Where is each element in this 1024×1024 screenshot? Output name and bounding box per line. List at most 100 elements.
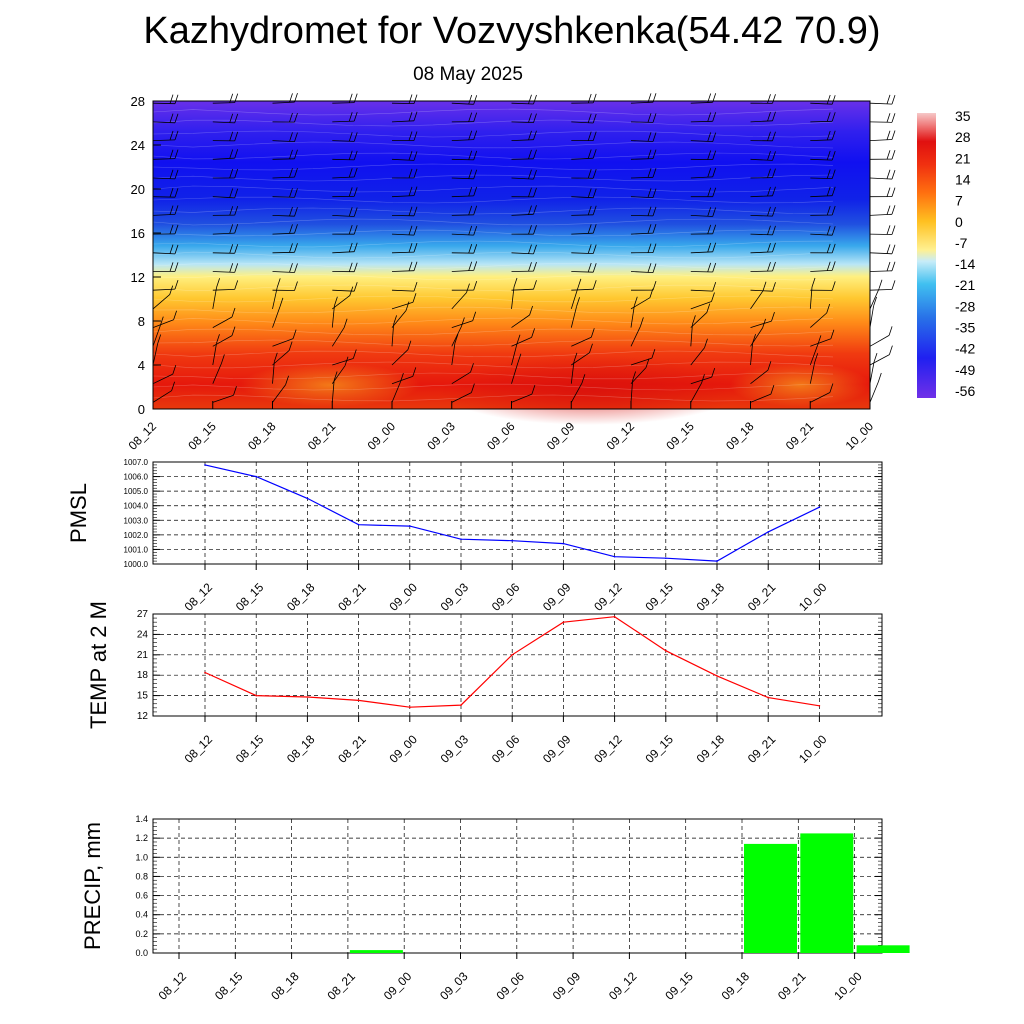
wind-barb-feather <box>470 363 474 373</box>
wind-barb-staff <box>272 232 295 235</box>
wind-barb-feather <box>531 384 536 395</box>
wind-barb-feather <box>528 94 532 104</box>
wind-barb <box>451 130 478 141</box>
wind-barb-feather <box>229 206 234 216</box>
wind-barb <box>391 186 418 198</box>
wind-barb <box>571 280 597 291</box>
wind-barb <box>152 316 164 347</box>
wind-barb-feather <box>229 188 234 198</box>
colorbar-label: -49 <box>955 362 975 378</box>
wind-barb <box>869 149 896 160</box>
x-tick-label: 10_00 <box>843 419 877 453</box>
wind-barb-feather <box>814 353 819 363</box>
wind-barb-feather <box>516 334 521 344</box>
wind-barb-staff <box>272 338 294 347</box>
wind-barb-feather <box>229 263 234 273</box>
wind-barb-feather <box>173 310 177 320</box>
wind-barb-feather <box>353 262 358 272</box>
wind-barb-feather <box>229 149 234 159</box>
wind-barb <box>451 280 478 291</box>
wind-barb <box>869 169 896 180</box>
wind-barb-staff <box>272 271 295 273</box>
wind-barb-feather <box>891 261 896 271</box>
wind-barb <box>571 262 597 273</box>
temp-point <box>562 621 565 623</box>
wind-barb <box>331 356 349 384</box>
wind-barb-staff <box>750 215 773 217</box>
wind-barb-feather <box>886 130 891 140</box>
wind-barb-staff <box>750 251 773 254</box>
wind-barb-staff <box>332 176 355 179</box>
x-tick-label: 09_18 <box>719 969 753 1003</box>
wind-barb <box>570 352 578 384</box>
wind-barb <box>272 112 298 123</box>
wind-barb <box>750 281 767 310</box>
wind-barb <box>630 348 656 366</box>
wind-barb-feather <box>533 261 537 272</box>
wind-barb-feather <box>174 244 179 255</box>
wind-barb-feather <box>886 244 891 254</box>
wind-barb-feather <box>826 186 831 197</box>
wind-barb-staff <box>511 343 518 366</box>
wind-barb-feather <box>413 206 418 216</box>
colorbar-label: -14 <box>955 256 975 272</box>
wind-barb-feather <box>770 384 775 395</box>
wind-barb-feather <box>826 205 831 216</box>
wind-barb <box>570 374 586 403</box>
wind-barb-feather <box>772 282 776 292</box>
wind-barb-feather <box>294 224 298 234</box>
x-tick-label: 09_09 <box>540 580 574 614</box>
wind-barb <box>810 261 836 272</box>
wind-barb-feather <box>348 262 353 272</box>
wind-barb-staff <box>152 373 173 385</box>
wind-barb <box>212 386 237 403</box>
wind-barb-feather <box>707 262 712 273</box>
y-tick-label: 15 <box>137 691 149 702</box>
wind-barb <box>810 281 836 291</box>
wind-barb-feather <box>289 263 293 273</box>
x-tick-label: 09_00 <box>386 580 420 614</box>
wind-barb <box>869 261 896 272</box>
wind-barb-feather <box>348 112 353 122</box>
wind-barb-feather <box>886 113 891 123</box>
wind-barb-feather <box>234 113 239 124</box>
wind-barb-feather <box>174 94 179 104</box>
wind-barb <box>690 303 711 328</box>
wind-barb <box>152 262 179 272</box>
wind-barb-feather <box>707 224 712 235</box>
wind-barb-feather <box>767 261 771 272</box>
precip-bar <box>349 950 403 953</box>
x-tick-label: 09_03 <box>438 732 472 766</box>
wind-barb-feather <box>288 341 293 351</box>
wind-barb-staff <box>750 233 773 236</box>
wind-barb-feather <box>234 131 239 142</box>
wind-barb-staff <box>212 121 235 124</box>
wind-barb-feather <box>533 130 537 140</box>
wind-barb-staff <box>690 140 713 142</box>
wind-barb <box>690 132 717 142</box>
wind-barb-feather <box>174 113 179 123</box>
wind-barb <box>511 305 533 328</box>
wind-barb-feather <box>279 297 284 308</box>
wind-barb-feather <box>408 261 413 272</box>
wind-barb-feather <box>533 187 537 198</box>
wind-barb-staff <box>809 362 816 384</box>
wind-barb-feather <box>707 112 712 122</box>
wind-barb-feather <box>528 130 532 141</box>
wind-barb-staff <box>571 252 594 254</box>
wind-barb <box>690 338 708 366</box>
temp-point <box>255 694 257 697</box>
wind-barb-feather <box>353 207 358 217</box>
wind-barb-staff <box>451 195 474 198</box>
wind-barb-feather <box>647 168 652 178</box>
wind-barb-staff <box>511 177 534 180</box>
x-tick-label: 09_00 <box>365 419 399 453</box>
wind-barb <box>630 358 650 384</box>
wind-barb-staff <box>152 390 172 403</box>
wind-barb-staff <box>570 361 575 384</box>
wind-barb-feather <box>348 242 353 253</box>
wind-barb <box>810 150 836 161</box>
wind-barb-feather <box>592 224 597 234</box>
x-tick-label: 08_18 <box>245 419 279 453</box>
isoline <box>152 361 834 369</box>
